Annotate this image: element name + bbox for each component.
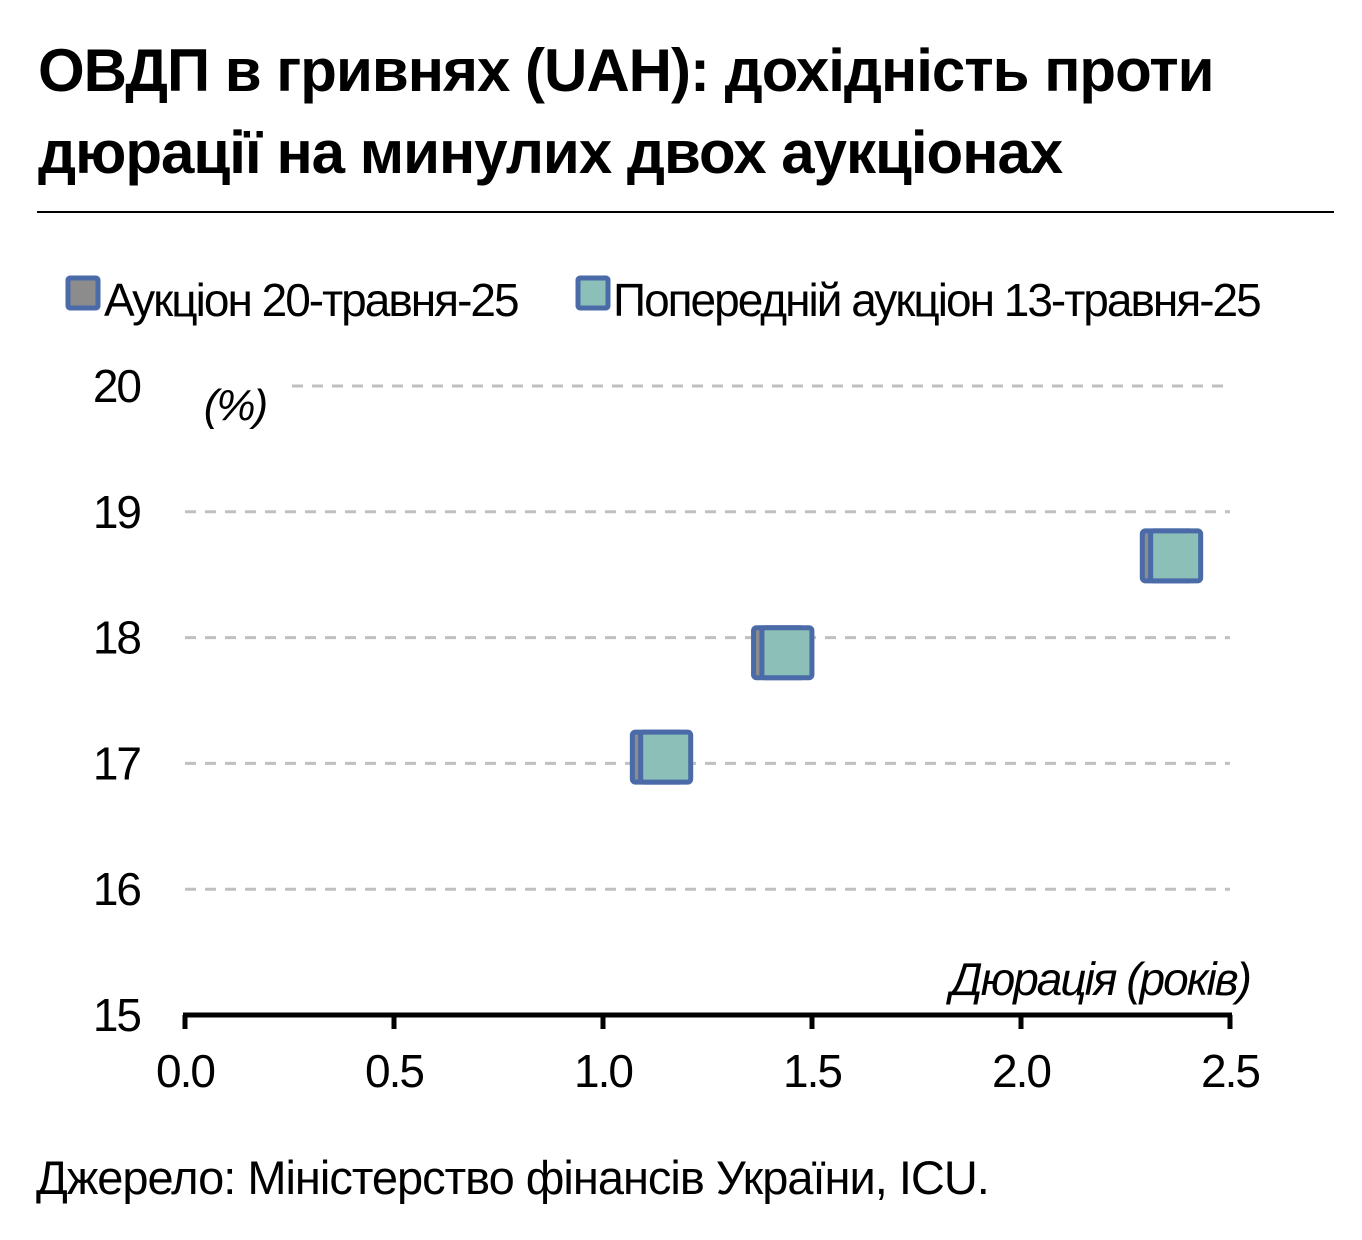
x-tick-label: 2.0 [992,1045,1050,1097]
y-tick-label: 20 [93,360,141,412]
x-tick-label: 1.0 [574,1045,632,1097]
y-tick-label: 15 [93,989,141,1041]
chart-title: ОВДП в гривнях (UAH): дохідність проти д… [38,37,1215,186]
y-tick-label: 16 [93,863,141,915]
data-point-series-2 [638,729,694,785]
x-axis: 0.0 0.5 1.0 1.5 2.0 2.5 [156,1012,1261,1097]
legend-marker-2 [575,275,611,311]
y-tick-label: 19 [93,486,141,538]
data-point-series-2 [759,625,815,681]
y-axis-label: (%) [204,381,267,430]
legend-marker-1 [65,275,101,311]
source-note: Джерело: Міністерство фінансів України, … [36,1151,990,1204]
y-tick-label: 17 [93,737,141,789]
gridlines [185,384,1230,891]
legend-label-2: Попередній аукціон 13-травня-25 [613,274,1260,326]
x-tick-label: 2.5 [1201,1045,1259,1097]
x-axis-label: Дюрація (років) [945,953,1250,1005]
x-tick-label: 0.5 [365,1045,423,1097]
data-points [629,528,1204,785]
x-tick-label: 0.0 [156,1045,214,1097]
y-tick-label: 18 [93,612,141,664]
title-divider [37,211,1334,213]
data-point-series-2 [1148,528,1204,584]
x-tick-label: 1.5 [783,1045,841,1097]
legend-label-1: Аукціон 20-травня-25 [104,274,518,326]
y-axis-ticks: 15 16 17 18 19 20 [93,360,143,1041]
legend: Аукціон 20-травня-25 Попередній аукціон 1… [65,274,1262,326]
